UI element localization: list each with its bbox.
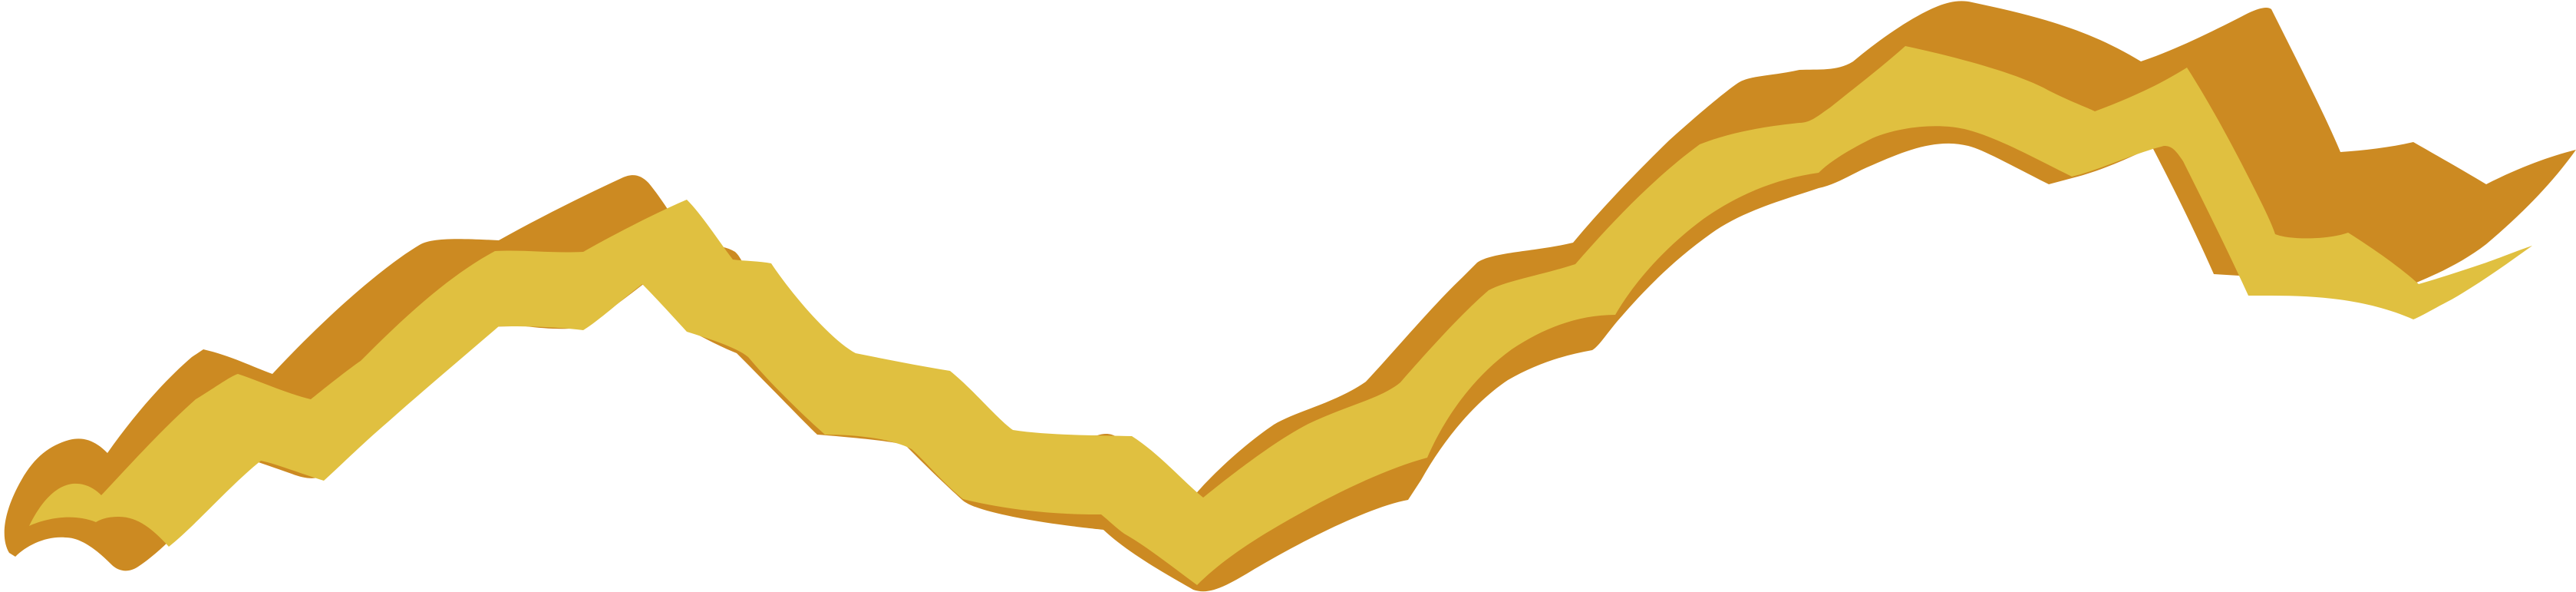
ribbon-fill [29, 46, 2532, 585]
